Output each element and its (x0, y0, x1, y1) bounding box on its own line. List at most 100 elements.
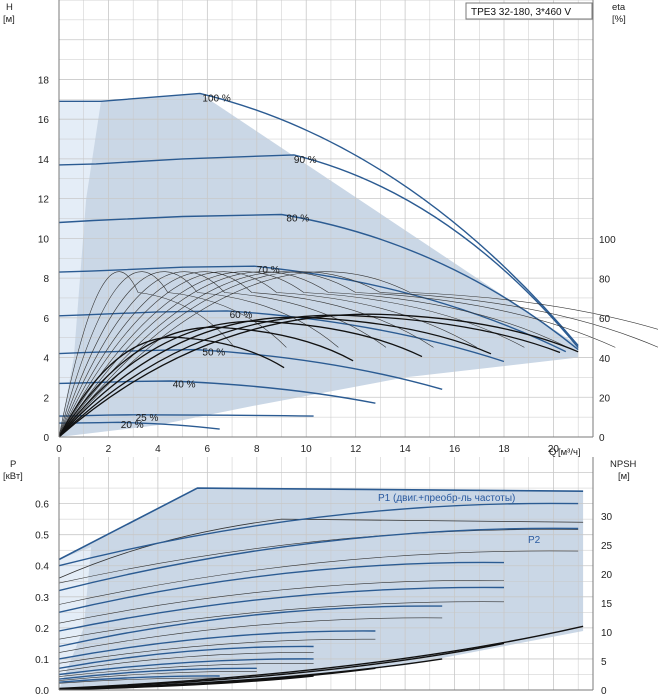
flow-tick-label: 0 (56, 444, 62, 455)
efficiency-thin-curve (58, 271, 616, 438)
speed-curve-label: 40 % (173, 379, 196, 390)
efficiency-thin-curve (58, 271, 658, 438)
power-tick-label: 0.2 (35, 624, 49, 635)
power-curve-line (58, 586, 505, 632)
power-p2-curve-line (58, 652, 314, 672)
speed-curve-line (58, 265, 567, 353)
power-tick-label: 0.4 (35, 562, 49, 573)
power-region-left-band (59, 547, 92, 690)
power-tick-label: 0.6 (35, 500, 49, 511)
speed-curve-line (58, 213, 579, 351)
power-tick-label: 0.5 (35, 531, 49, 542)
p1-series-label: P1 (двиг.+преобр-ль частоты) (378, 492, 515, 504)
p1-series-line (58, 487, 584, 561)
speed-curve-label: 50 % (202, 348, 225, 359)
head-tick-label: 12 (38, 195, 50, 206)
efficiency-thin-curve (58, 271, 235, 438)
npsh-tick-label: 0 (601, 686, 607, 697)
efficiency-thin-curve (58, 271, 434, 438)
speed-curve-label: 70 % (257, 265, 280, 276)
efficiency-bold-curve (58, 316, 492, 438)
flow-axis-unit: [м³/ч] (558, 447, 581, 458)
efficiency-bold-curve (58, 326, 354, 438)
power-p2-curve-line (58, 638, 376, 664)
npsh-axis-label: NPSH (610, 459, 637, 470)
speed-curve-line (59, 92, 579, 347)
efficiency-thin-curve (58, 271, 658, 438)
flow-tick-label: 8 (254, 444, 260, 455)
power-curve-line (58, 667, 257, 680)
flow-tick-label: 14 (400, 444, 412, 455)
head-axis-label: H (6, 2, 13, 13)
power-axis-label: P (10, 459, 16, 470)
efficiency-bold-curve (58, 313, 579, 438)
efficiency-thin-curve (58, 271, 525, 438)
power-plot-frame (58, 457, 594, 691)
head-tick-label: 18 (38, 76, 50, 87)
eta-tick-label: 0 (599, 433, 605, 444)
npsh-tick-label: 5 (601, 657, 607, 668)
power-curve-line (58, 605, 443, 648)
flow-tick-label: 2 (106, 444, 112, 455)
power-curve-line (58, 561, 505, 613)
power-tick-label: 0.1 (35, 655, 49, 666)
power-curve-line (58, 675, 220, 683)
p2-series-label: P2 (528, 535, 541, 546)
power-axis-text: 0.0 0.1 0.2 0.3 0.4 0.5 0.6 0 5 10 15 20 25 30 (35, 500, 612, 697)
eta-tick-label: 60 (599, 314, 611, 325)
power-tick-label: 0.3 (35, 593, 49, 604)
eta-tick-label: 80 (599, 275, 611, 286)
head-tick-label: 4 (43, 354, 49, 365)
head-axis-unit: [м] (3, 14, 15, 25)
power-p2-curve-line (58, 617, 443, 653)
head-operating-region (59, 93, 579, 438)
npsh-curve-line (58, 675, 314, 691)
head-tick-label: 8 (43, 274, 49, 285)
speed-curve-line (59, 421, 220, 430)
npsh-tick-label: 20 (601, 570, 613, 581)
power-axis-unit: [кВт] (3, 471, 23, 482)
efficiency-thin-curve (58, 271, 568, 438)
head-tick-label: 0 (43, 433, 49, 444)
eta-tick-label: 40 (599, 354, 611, 365)
power-p2-curve-line (58, 550, 579, 605)
power-p2-curve-line (58, 670, 257, 681)
head-tick-label: 14 (38, 155, 50, 166)
power-p2-curve-line (58, 529, 579, 584)
speed-curve-label: 90 % (294, 155, 317, 166)
flow-tick-label: 18 (498, 444, 510, 455)
power-p2-curve-line (58, 580, 505, 624)
head-tick-label: 10 (38, 234, 50, 245)
head-plot-frame (58, 0, 594, 438)
speed-curve-line (58, 380, 376, 404)
flow-tick-label: 16 (449, 444, 461, 455)
npsh-tick-label: 10 (601, 628, 613, 639)
head-curves: 100 % 90 % 80 % 70 % 60 % 50 % 40 % 25 %20 % (58, 92, 579, 431)
flow-tick-label: 4 (155, 444, 161, 455)
eta-tick-label: 100 (599, 235, 616, 246)
speed-curve-line (58, 154, 579, 349)
power-p2-curve-line (58, 662, 314, 677)
head-axis-text: 0 2 4 6 8 10 12 14 16 18 0 20 40 60 80 100 0 2 4 6 8 10 12 14 16… (38, 76, 616, 456)
flow-tick-label: 12 (350, 444, 362, 455)
head-tick-label: 16 (38, 115, 50, 126)
npsh-axis-unit: [м] (618, 471, 630, 482)
model-title: TPE3 32-180, 3*460 V (471, 7, 571, 18)
efficiency-thin-curve (58, 271, 477, 438)
npsh-curve-line (58, 642, 505, 690)
speed-curve-line (58, 414, 314, 417)
speed-curve-label: 100 % (202, 93, 230, 104)
power-curve-line (58, 645, 314, 669)
power-curve-line (58, 527, 579, 592)
npsh-tick-label: 15 (601, 599, 613, 610)
efficiency-thin-curve (58, 271, 387, 438)
speed-curve-label: 25 % (136, 413, 159, 424)
model-title-box (465, 2, 593, 20)
speed-curve-label: 80 % (286, 214, 309, 225)
flow-tick-label: 10 (301, 444, 313, 455)
power-p2-curve-line (58, 677, 220, 684)
eta-axis-unit: [%] (612, 14, 626, 25)
efficiency-thin-curve (58, 271, 287, 438)
efficiency-bold-curve (58, 336, 285, 438)
power-curve-line (58, 658, 314, 676)
